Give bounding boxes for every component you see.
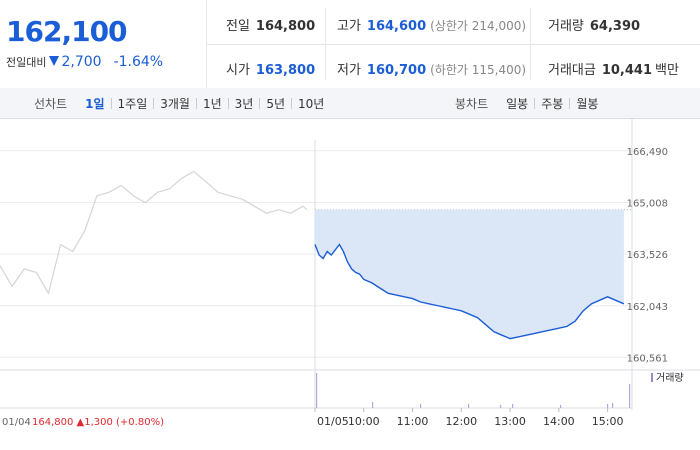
tab-daily[interactable]: 일봉 bbox=[506, 96, 529, 111]
volume-bar bbox=[468, 404, 470, 408]
open-cell: 시가 163,800 bbox=[226, 59, 315, 78]
line-chart-title: 선차트 bbox=[34, 96, 68, 111]
series-line-current-day bbox=[314, 243, 625, 340]
open-value: 163,800 bbox=[255, 63, 316, 78]
header-divider bbox=[207, 44, 700, 45]
change-amount: 2,700 bbox=[61, 54, 102, 70]
x-tick-label: 15:00 bbox=[592, 415, 624, 428]
volume-bar bbox=[372, 402, 374, 408]
x-tick-label: 01/05 bbox=[317, 415, 349, 428]
chart-area-fills bbox=[315, 209, 624, 339]
prev-close-label: 전일 bbox=[226, 19, 250, 34]
series-area-fill bbox=[315, 209, 624, 339]
volume-bar bbox=[560, 405, 562, 408]
volume-bar bbox=[629, 384, 631, 408]
change-label: 전일대비 bbox=[6, 56, 47, 69]
low-value: 160,700 bbox=[366, 63, 427, 78]
amount-cell: 거래대금 10,441 백만 bbox=[548, 59, 685, 78]
tab-divider bbox=[569, 97, 571, 109]
x-tick-label: 10:00 bbox=[348, 415, 380, 428]
chart-tab-bar: 선차트 1일 1주일 3개월 1년 3년 5년 10년 봉차트 일봉 주봉 월봉 bbox=[0, 88, 700, 119]
amount-value: 10,441 bbox=[601, 63, 653, 78]
tab-monthly[interactable]: 월봉 bbox=[576, 96, 599, 111]
x-axis: 01/05 10:00 11:00 12:00 13:00 14:00 15:00 bbox=[314, 408, 624, 428]
footnote: 01/04 164,800 ▲1,300 (+0.80%) bbox=[2, 417, 164, 428]
upper-limit: (상한가 214,000) bbox=[430, 19, 527, 33]
quote-header: 162,100 전일대비 2,700 -1.64% 전일 164,800 시가 16… bbox=[0, 0, 700, 89]
volume-value: 64,390 bbox=[589, 19, 641, 34]
low-cell: 저가 160,700 (하한가 115,400) bbox=[337, 59, 526, 78]
info-divider-2 bbox=[530, 8, 531, 80]
high-value: 164,600 bbox=[366, 19, 427, 34]
volume-panel: 거래량 bbox=[0, 369, 700, 409]
footnote-date: 01/04 bbox=[2, 417, 31, 428]
lower-limit: (하한가 115,400) bbox=[430, 63, 527, 77]
tab-divider bbox=[110, 97, 112, 109]
info-divider-1 bbox=[325, 8, 326, 80]
y-axis: 166,490 165,008 163,526 162,043 160,561 bbox=[627, 147, 668, 365]
volume-legend-swatch bbox=[651, 373, 653, 382]
x-tick-label: 11:00 bbox=[397, 415, 429, 428]
period-tabs: 선차트 1일 1주일 3개월 1년 3년 5년 10년 bbox=[34, 88, 330, 118]
tab-divider bbox=[195, 97, 197, 109]
series-line-previous-day bbox=[0, 170, 308, 295]
volume-cell: 거래량 64,390 bbox=[548, 15, 640, 34]
x-tick-label: 12:00 bbox=[445, 415, 477, 428]
prev-close-value: 164,800 bbox=[255, 19, 316, 34]
y-tick-label: 160,561 bbox=[627, 353, 668, 364]
y-tick-label: 162,043 bbox=[627, 302, 668, 313]
tab-5y[interactable]: 5년 bbox=[266, 96, 286, 111]
tab-10y[interactable]: 10년 bbox=[298, 96, 325, 111]
tab-divider bbox=[153, 97, 155, 109]
amount-unit: 백만 bbox=[655, 63, 679, 78]
candle-tabs: 봉차트 일봉 주봉 월봉 bbox=[455, 88, 604, 118]
down-arrow-icon bbox=[49, 56, 60, 66]
tab-1w[interactable]: 1주일 bbox=[117, 96, 148, 111]
tab-1d[interactable]: 1일 bbox=[85, 96, 105, 111]
low-label: 저가 bbox=[337, 63, 361, 78]
open-label: 시가 bbox=[226, 63, 250, 78]
volume-legend-label: 거래량 bbox=[656, 372, 684, 384]
change-rate: -1.64% bbox=[113, 54, 164, 70]
high-cell: 고가 164,600 (상한가 214,000) bbox=[337, 15, 526, 34]
volume-bar bbox=[612, 403, 614, 408]
tab-divider bbox=[227, 97, 229, 109]
volume-bar bbox=[500, 405, 502, 408]
volume-bar bbox=[512, 404, 514, 408]
footnote-previous-close: 164,800 ▲1,300 (+0.80%) bbox=[32, 417, 164, 428]
tab-divider bbox=[534, 97, 536, 109]
tab-divider bbox=[259, 97, 261, 109]
tab-weekly[interactable]: 주봉 bbox=[541, 96, 564, 111]
high-label: 고가 bbox=[337, 19, 361, 34]
x-tick-label: 13:00 bbox=[494, 415, 526, 428]
tab-3y[interactable]: 3년 bbox=[234, 96, 254, 111]
current-price: 162,100 bbox=[6, 15, 128, 48]
tab-1y[interactable]: 1년 bbox=[202, 96, 222, 111]
volume-bar bbox=[316, 373, 318, 408]
y-tick-label: 163,526 bbox=[627, 250, 668, 261]
amount-label: 거래대금 bbox=[548, 63, 596, 78]
tab-3m[interactable]: 3개월 bbox=[160, 96, 190, 111]
current-price-box: 162,100 전일대비 2,700 -1.64% bbox=[0, 0, 207, 88]
volume-label: 거래량 bbox=[548, 19, 584, 34]
y-tick-label: 165,008 bbox=[627, 198, 668, 209]
volume-bar bbox=[607, 404, 609, 408]
y-tick-label: 166,490 bbox=[627, 147, 668, 158]
volume-bar bbox=[420, 404, 422, 408]
x-tick-label: 14:00 bbox=[543, 415, 575, 428]
prev-close-cell: 전일 164,800 bbox=[226, 15, 315, 34]
chart-lines bbox=[0, 170, 625, 340]
tab-divider bbox=[291, 97, 293, 109]
candle-chart-title: 봉차트 bbox=[455, 96, 489, 111]
change-row: 전일대비 2,700 -1.64% bbox=[6, 54, 163, 70]
